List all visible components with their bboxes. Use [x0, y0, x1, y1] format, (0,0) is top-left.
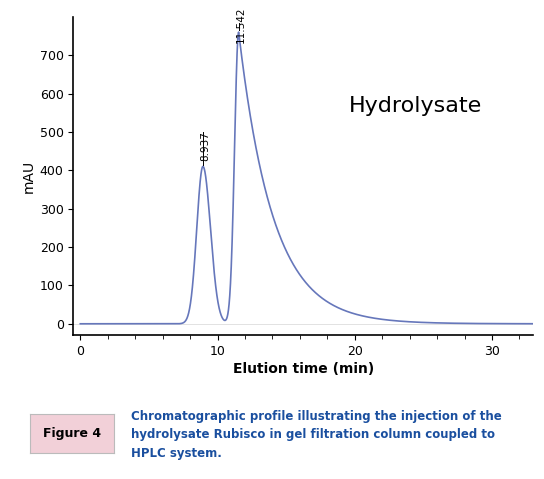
Text: Hydrolysate: Hydrolysate [349, 96, 483, 116]
Text: 8.937: 8.937 [200, 131, 211, 161]
Text: 11.542: 11.542 [236, 6, 246, 43]
Y-axis label: mAU: mAU [22, 160, 35, 193]
Text: Chromatographic profile illustrating the injection of the
hydrolysate Rubisco in: Chromatographic profile illustrating the… [131, 410, 502, 459]
X-axis label: Elution time (min): Elution time (min) [233, 362, 374, 376]
Text: Figure 4: Figure 4 [43, 427, 101, 440]
